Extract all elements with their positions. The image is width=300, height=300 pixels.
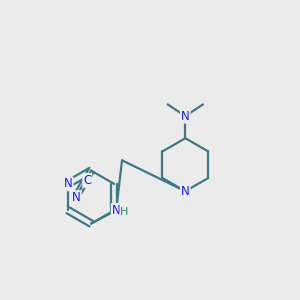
Text: H: H xyxy=(120,207,129,217)
Text: N: N xyxy=(181,110,190,123)
Text: N: N xyxy=(181,185,190,198)
Text: C: C xyxy=(83,174,92,187)
Text: N: N xyxy=(64,177,73,190)
Text: N: N xyxy=(112,204,121,217)
Text: N: N xyxy=(72,191,81,204)
